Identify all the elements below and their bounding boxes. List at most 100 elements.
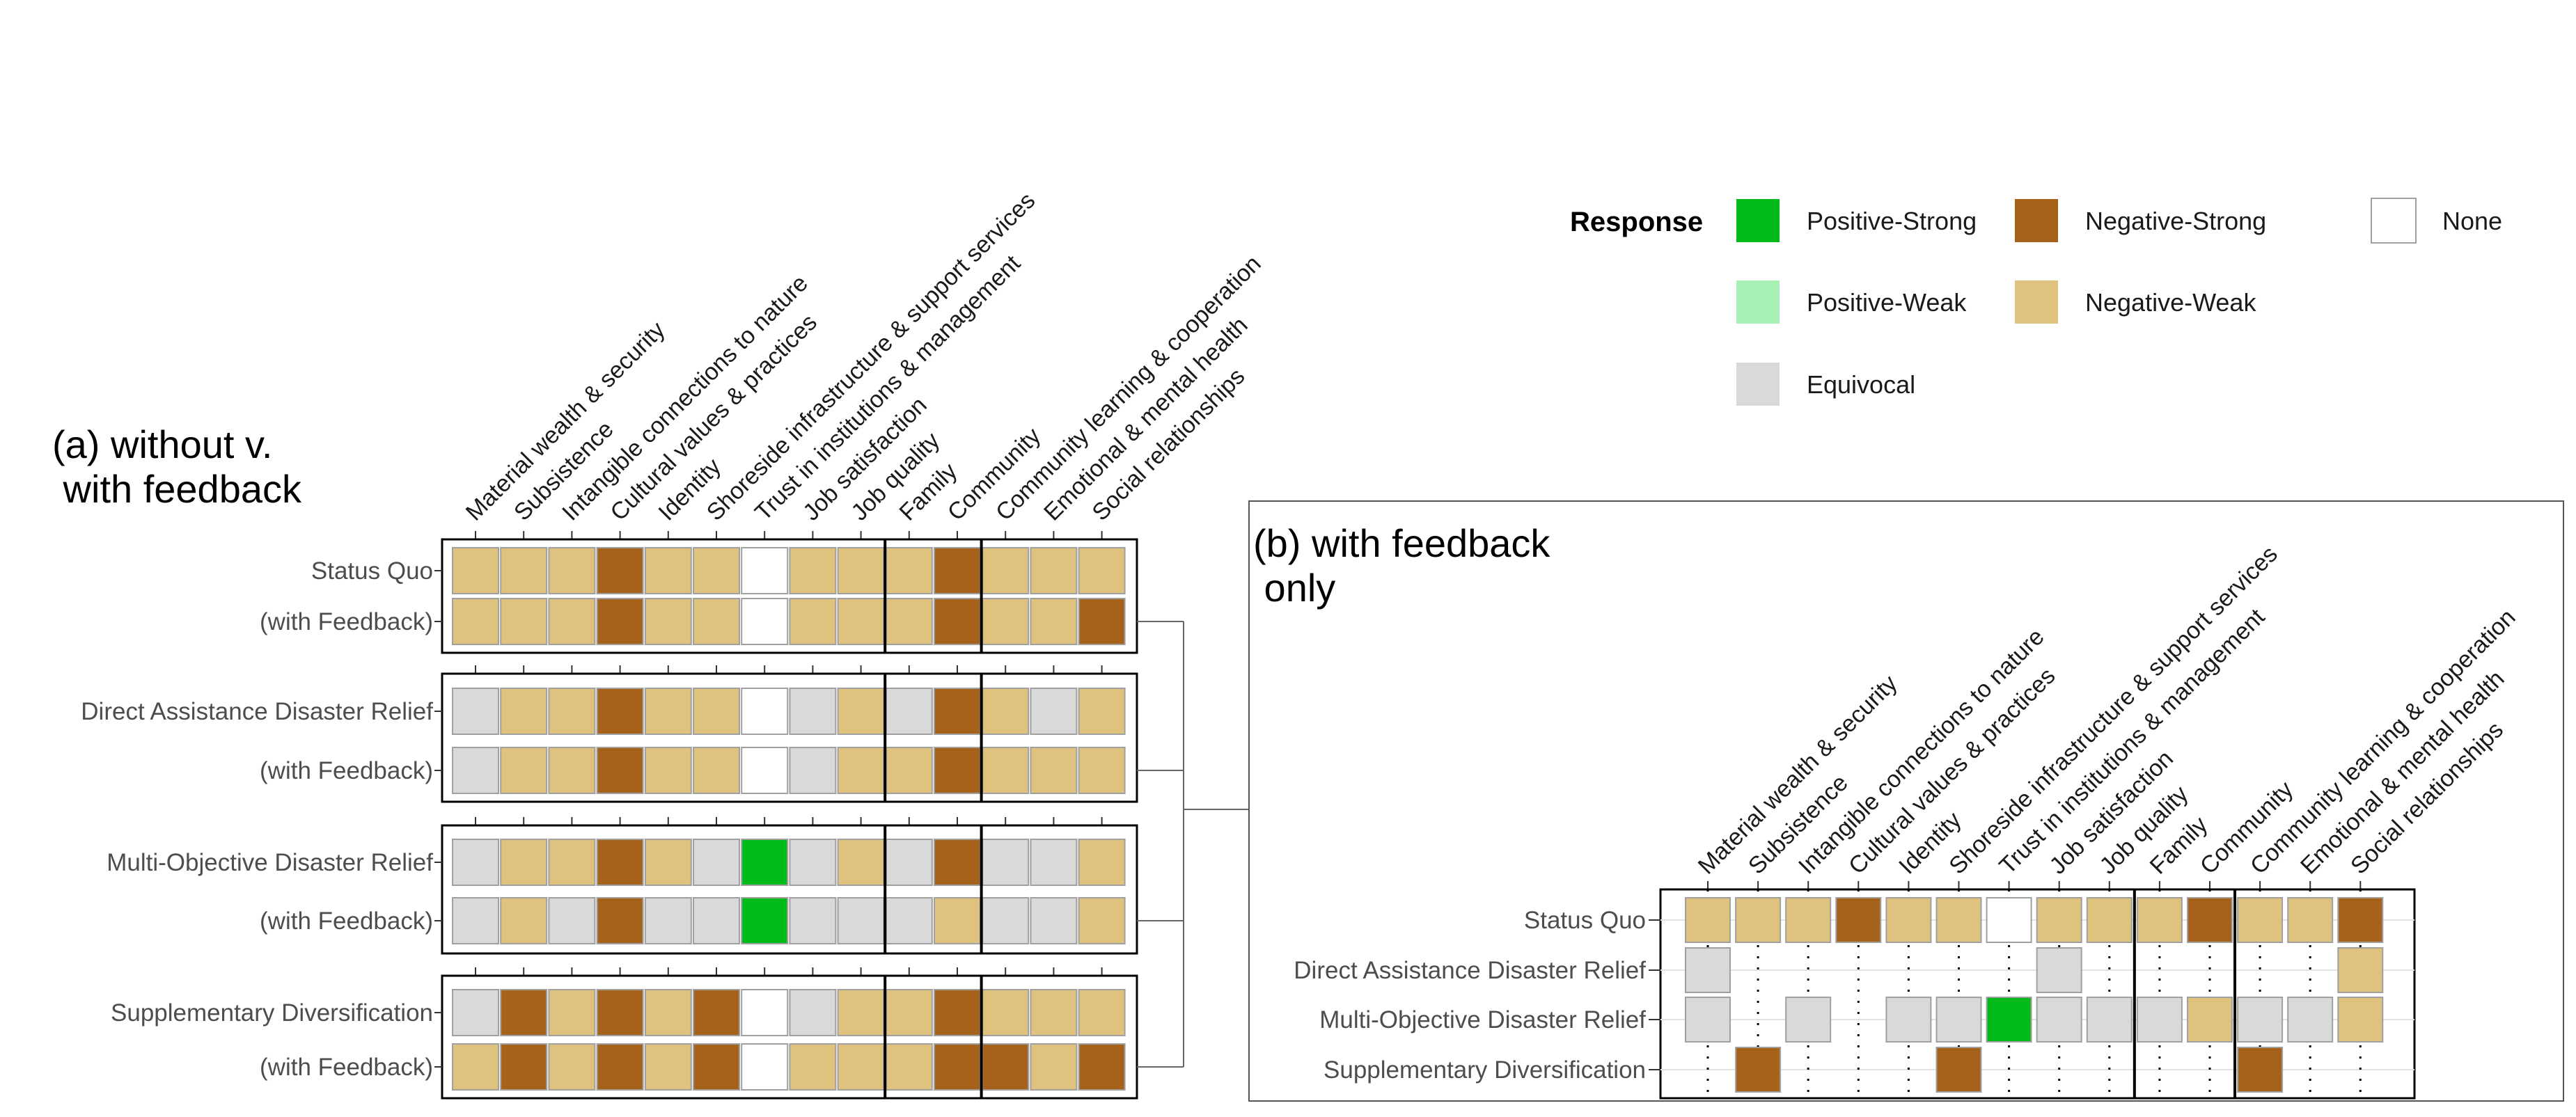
panel-b-row-label: Multi-Objective Disaster Relief — [1319, 1006, 1646, 1033]
panel-a-cell — [548, 989, 596, 1036]
panel-b-cell — [2237, 1047, 2284, 1093]
panel-a-cell — [500, 688, 548, 735]
panel-b-cell — [1735, 897, 1782, 943]
panel-a-cell — [548, 747, 596, 794]
panel-b-cell — [2036, 997, 2082, 1043]
panel-a-block-4: Supplementary Diversification (with Feedb… — [111, 967, 1138, 1100]
panel-b-cell — [2237, 897, 2284, 943]
panel-a-cell — [741, 1043, 789, 1091]
panel-a-cell — [837, 1043, 885, 1091]
panel-a-cell — [452, 839, 499, 886]
panel-b-row-label: Supplementary Diversification — [1324, 1056, 1646, 1084]
panel-a-cell — [1030, 897, 1078, 944]
panel-a-cell — [500, 839, 548, 886]
panel-b-cell — [2187, 997, 2233, 1043]
panel-a-cell — [1078, 1043, 1126, 1091]
panel-b-cell — [1986, 897, 2032, 943]
panel-a-cell — [934, 747, 981, 794]
panel-a-block-3: Multi-Objective Disaster Relief (with Fee… — [107, 817, 1138, 955]
panel-a-cell — [596, 747, 644, 794]
panel-a-cell — [982, 989, 1030, 1036]
panel-a-row-multi-objective-disaster-relief: Multi-Objective Disaster Relief — [107, 839, 1126, 886]
panel-a-row-label: (with Feedback) — [260, 757, 433, 784]
panel-b-cell — [2136, 897, 2183, 943]
panel-b-cell — [2187, 897, 2233, 943]
panel-a-cell — [789, 989, 837, 1036]
panel-a-cell — [693, 688, 740, 735]
panel-a-cell — [934, 547, 981, 594]
panel-a-cell — [741, 989, 789, 1036]
panel-a-row-with-feedback: (with Feedback) — [260, 1043, 1126, 1091]
panel-a-cell — [644, 1043, 692, 1091]
panel-a-cell — [1078, 547, 1126, 594]
panel-a-cell — [885, 989, 933, 1036]
panel-a-row-status-quo: Status Quo — [311, 547, 1126, 594]
panel-a-cell — [741, 547, 789, 594]
panel-a-cell — [934, 688, 981, 735]
panel-a-cell — [1030, 688, 1078, 735]
panel-b-cell — [1935, 997, 1982, 1043]
panel-a-cell — [982, 1043, 1030, 1091]
legend-item-positive-strong: Positive-Strong — [1735, 198, 1977, 244]
panel-a-row-supplementary-diversification: Supplementary Diversification — [111, 989, 1126, 1036]
panel-a-cell — [1030, 1043, 1078, 1091]
panel-a-row-with-feedback: (with Feedback) — [260, 897, 1126, 944]
legend-swatch — [1735, 198, 1781, 244]
panel-b-cell — [1785, 897, 1832, 943]
panel-a-cell — [644, 547, 692, 594]
panel-a-cell — [1030, 747, 1078, 794]
panel-b-cell — [2337, 997, 2384, 1043]
panel-b-row-direct-assistance-disaster-relief: Direct Assistance Disaster Relief — [1294, 947, 2384, 993]
panel-a-cell — [1030, 547, 1078, 594]
panel-a-cell — [885, 1043, 933, 1091]
panel-a-cell — [885, 547, 933, 594]
panel-a-cell — [789, 747, 837, 794]
panel-a-cell — [934, 839, 981, 886]
panel-a-cell — [644, 897, 692, 944]
panel-a-cell — [837, 747, 885, 794]
panel-a-cell — [500, 547, 548, 594]
panel-a-cell — [837, 989, 885, 1036]
panel-a-cell — [982, 688, 1030, 735]
panel-b-cell — [1935, 1047, 1982, 1093]
panel-a-cell — [934, 598, 981, 645]
panel-a-cell — [693, 598, 740, 645]
panel-a-cell — [500, 1043, 548, 1091]
panel-b-cell — [1986, 997, 2032, 1043]
panel-a-cell — [500, 897, 548, 944]
panel-b-cell — [1885, 997, 1932, 1043]
panel-a: (a) without v. with feedback Material wea… — [52, 187, 1266, 1100]
panel-b-row-multi-objective-disaster-relief: Multi-Objective Disaster Relief — [1319, 997, 2384, 1043]
legend-label: Negative-Strong — [2085, 207, 2266, 235]
panel-a-cell — [548, 598, 596, 645]
panel-a-cell — [500, 747, 548, 794]
panel-a-cell — [596, 839, 644, 886]
panel-a-cell — [596, 598, 644, 645]
panel-a-cell — [644, 989, 692, 1036]
panel-a-cell — [500, 989, 548, 1036]
panel-a-cell — [1078, 688, 1126, 735]
panel-b-title-line: (b) with feedback — [1253, 521, 1550, 565]
legend-swatch — [1735, 361, 1781, 407]
panel-a-cell — [693, 989, 740, 1036]
panel-a-row-label: Multi-Objective Disaster Relief — [107, 849, 433, 876]
panel-a-cell — [982, 897, 1030, 944]
panel-a-cell — [452, 897, 499, 944]
panel-a-cell — [1078, 839, 1126, 886]
panel-a-row-label: Direct Assistance Disaster Relief — [81, 698, 433, 725]
legend-item-negative-strong: Negative-Strong — [2013, 198, 2266, 244]
panel-a-cell — [789, 598, 837, 645]
panel-b-cell — [2337, 897, 2384, 943]
panel-a-cell — [934, 897, 981, 944]
panel-a-cell — [1030, 989, 1078, 1036]
panel-a-cell — [693, 897, 740, 944]
panel-a-cell — [982, 747, 1030, 794]
panel-a-cell — [452, 688, 499, 735]
panel-a-cell — [837, 598, 885, 645]
connector-lines — [1137, 621, 1249, 1068]
panel-a-cell — [596, 1043, 644, 1091]
panel-a-cell — [982, 839, 1030, 886]
panel-b-row-label: Status Quo — [1524, 907, 1646, 934]
